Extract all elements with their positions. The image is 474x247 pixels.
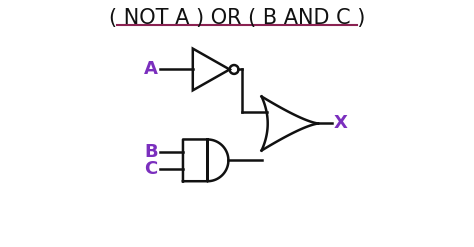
Text: ( NOT A ) OR ( B AND C ): ( NOT A ) OR ( B AND C ) — [109, 8, 365, 28]
Text: C: C — [145, 160, 158, 178]
Text: B: B — [144, 143, 158, 161]
Text: X: X — [333, 115, 347, 132]
Text: A: A — [144, 61, 158, 79]
